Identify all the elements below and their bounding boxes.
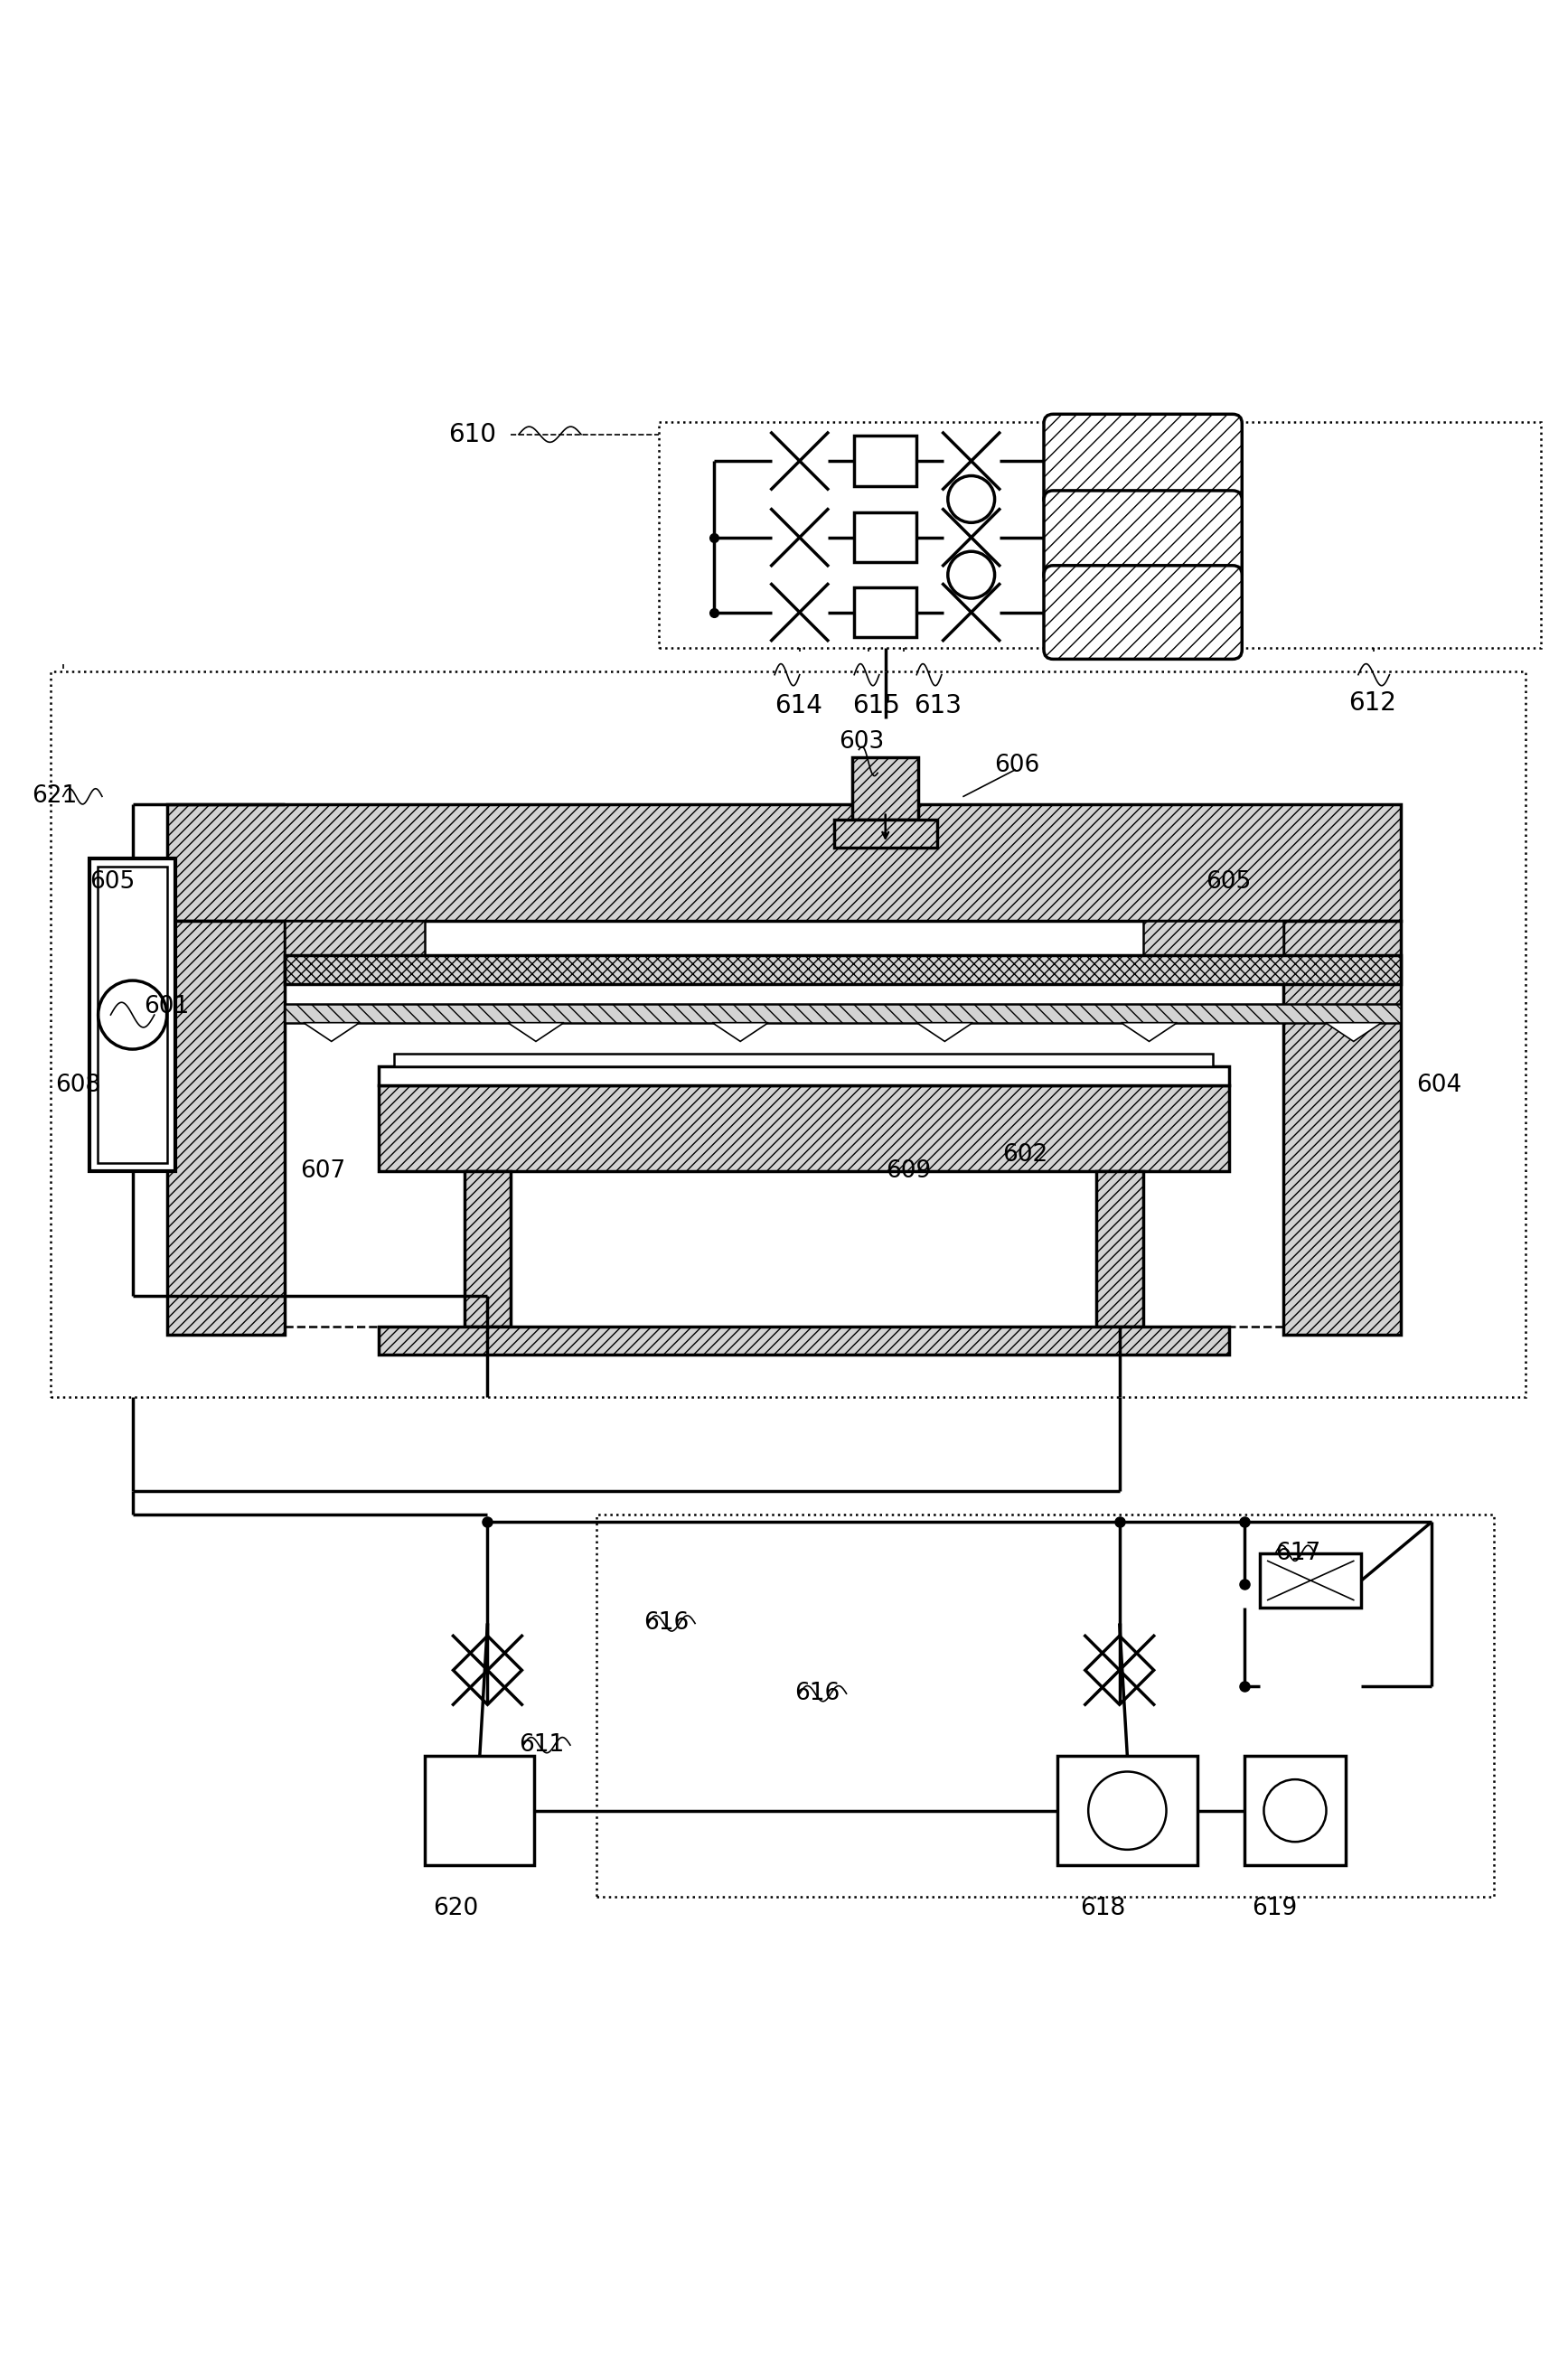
- FancyBboxPatch shape: [1044, 415, 1242, 508]
- Text: 614: 614: [775, 693, 823, 719]
- Polygon shape: [917, 1023, 972, 1042]
- Text: 617: 617: [1275, 1542, 1320, 1564]
- Text: 602: 602: [1002, 1144, 1047, 1168]
- Text: 601: 601: [144, 994, 190, 1018]
- Text: 605: 605: [1206, 871, 1251, 895]
- Text: 612: 612: [1348, 691, 1397, 714]
- Polygon shape: [453, 1635, 522, 1704]
- Bar: [378, 1084, 1229, 1170]
- Bar: [285, 956, 1400, 985]
- Bar: [285, 1004, 1400, 1023]
- Text: 616: 616: [795, 1682, 840, 1706]
- Bar: [394, 1054, 1214, 1065]
- Text: 619: 619: [1253, 1896, 1298, 1920]
- Text: 615: 615: [853, 693, 900, 719]
- Bar: [834, 819, 938, 847]
- Bar: [853, 757, 919, 819]
- Text: 603: 603: [839, 731, 884, 755]
- Bar: [1283, 921, 1400, 1334]
- Bar: [89, 859, 176, 1170]
- Bar: [855, 513, 917, 562]
- Bar: [425, 1756, 535, 1865]
- Circle shape: [947, 475, 994, 522]
- Circle shape: [1088, 1773, 1167, 1849]
- Polygon shape: [1085, 1635, 1154, 1704]
- Text: 604: 604: [1416, 1073, 1461, 1096]
- Text: 618: 618: [1080, 1896, 1126, 1920]
- Bar: [855, 437, 917, 486]
- Bar: [50, 672, 1526, 1398]
- Text: 611: 611: [519, 1732, 564, 1756]
- Circle shape: [1264, 1780, 1327, 1841]
- Bar: [659, 422, 1541, 648]
- Bar: [378, 1327, 1229, 1355]
- Bar: [285, 921, 425, 956]
- FancyBboxPatch shape: [1044, 491, 1242, 584]
- Text: 613: 613: [914, 693, 961, 719]
- Bar: [378, 1065, 1229, 1084]
- Bar: [1245, 1756, 1345, 1865]
- Bar: [168, 921, 285, 1334]
- FancyBboxPatch shape: [1044, 565, 1242, 660]
- Bar: [464, 1170, 511, 1327]
- Text: 616: 616: [643, 1611, 688, 1635]
- Text: 606: 606: [994, 755, 1040, 776]
- Text: 621: 621: [31, 785, 77, 809]
- Polygon shape: [508, 1023, 564, 1042]
- Polygon shape: [1121, 1023, 1178, 1042]
- Bar: [168, 804, 1400, 921]
- Polygon shape: [1325, 1023, 1381, 1042]
- Bar: [1261, 1554, 1361, 1609]
- Bar: [597, 1514, 1494, 1896]
- Circle shape: [99, 980, 166, 1049]
- Text: 610: 610: [448, 422, 497, 446]
- Bar: [1096, 1170, 1143, 1327]
- Polygon shape: [712, 1023, 768, 1042]
- Text: 609: 609: [886, 1158, 931, 1182]
- Text: 620: 620: [433, 1896, 478, 1920]
- Bar: [97, 866, 168, 1163]
- Text: 607: 607: [299, 1158, 345, 1182]
- Text: 608: 608: [55, 1073, 100, 1096]
- Bar: [855, 589, 917, 638]
- Text: 605: 605: [89, 871, 135, 895]
- Circle shape: [947, 551, 994, 598]
- Bar: [1143, 921, 1283, 956]
- Bar: [1057, 1756, 1198, 1865]
- Polygon shape: [303, 1023, 359, 1042]
